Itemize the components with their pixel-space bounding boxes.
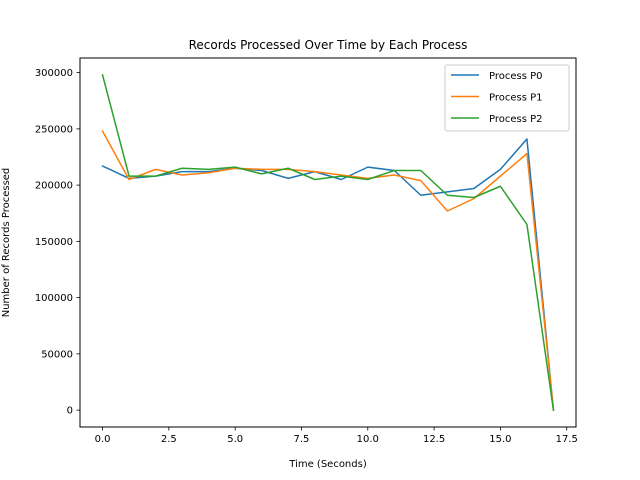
plot-series: [101, 73, 555, 411]
x-tick-label: 15.0: [489, 434, 511, 445]
plot-frame: [79, 57, 577, 428]
y-tick-label: 100000: [35, 293, 73, 304]
y-axis-ticks: 0 50000 100000 150000 200000 250000 300000: [35, 68, 80, 417]
y-tick-label: 250000: [35, 124, 73, 135]
x-tick-label: 17.5: [556, 434, 578, 445]
y-tick-label: 200000: [35, 181, 73, 192]
y-axis-label: Number of Records Processed: [1, 168, 12, 318]
y-tick-label: 50000: [41, 349, 73, 360]
legend-box: [444, 64, 570, 132]
x-axis-label: Time (Seconds): [288, 459, 367, 470]
y-tick-label: 0: [67, 406, 73, 417]
series-line-2: [101, 73, 555, 411]
legend-label-2: Process P2: [489, 114, 543, 125]
x-tick-label: 10.0: [357, 434, 379, 445]
legend: Process P0 Process P1 Process P2: [444, 64, 570, 132]
y-tick-label: 150000: [35, 237, 73, 248]
y-tick-label: 300000: [35, 68, 73, 79]
series-line-0: [101, 138, 555, 411]
legend-label-1: Process P1: [489, 93, 543, 104]
x-tick-label: 12.5: [423, 434, 445, 445]
x-tick-label: 5.0: [227, 434, 243, 445]
chart-title: Records Processed Over Time by Each Proc…: [189, 38, 468, 52]
x-tick-label: 7.5: [294, 434, 310, 445]
x-tick-label: 0.0: [95, 434, 111, 445]
x-tick-label: 2.5: [161, 434, 177, 445]
x-axis-ticks: 0.0 2.5 5.0 7.5 10.0 12.5 15.0 17.5: [95, 427, 578, 445]
legend-label-0: Process P0: [489, 71, 543, 82]
